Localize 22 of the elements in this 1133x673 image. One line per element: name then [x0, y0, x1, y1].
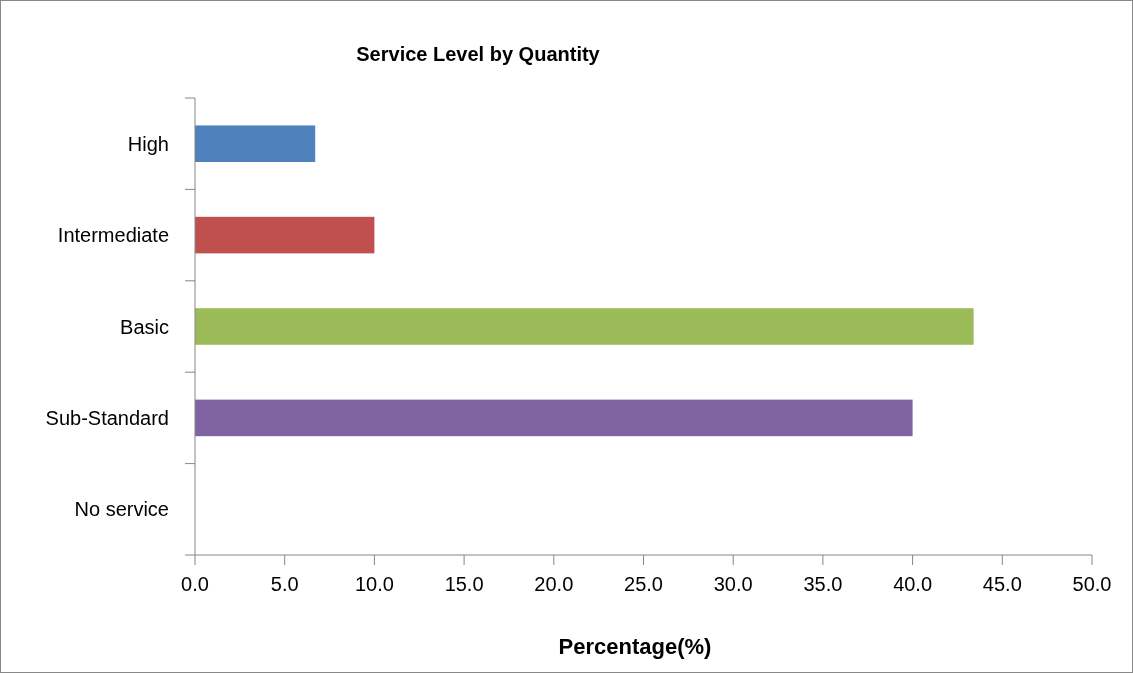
x-tick-label: 10.0	[354, 573, 394, 595]
y-tick-label: No service	[74, 498, 169, 521]
x-tick-label: 20.0	[534, 573, 574, 595]
y-tick-label: High	[127, 132, 169, 155]
bar	[195, 399, 913, 437]
x-tick-label: 50.0	[1072, 573, 1112, 595]
chart-title: Service Level by Quantity	[356, 43, 601, 65]
x-tick-label: 30.0	[713, 573, 753, 595]
x-tick-label: 15.0	[444, 573, 484, 595]
x-axis-title: Percentage(%)	[558, 634, 712, 659]
y-tick-label: Sub-Standard	[45, 406, 169, 429]
x-tick-label: 45.0	[982, 573, 1022, 595]
y-tick-label: Intermediate	[57, 224, 169, 247]
y-tick-label: Basic	[120, 315, 169, 338]
bar	[195, 308, 974, 345]
bar	[195, 216, 375, 254]
bar	[195, 125, 316, 162]
x-tick-label: 0.0	[181, 573, 209, 595]
x-tick-label: 5.0	[270, 573, 299, 595]
x-tick-label: 40.0	[893, 573, 933, 595]
x-tick-label: 25.0	[624, 573, 663, 595]
x-tick-label: 35.0	[803, 573, 843, 595]
